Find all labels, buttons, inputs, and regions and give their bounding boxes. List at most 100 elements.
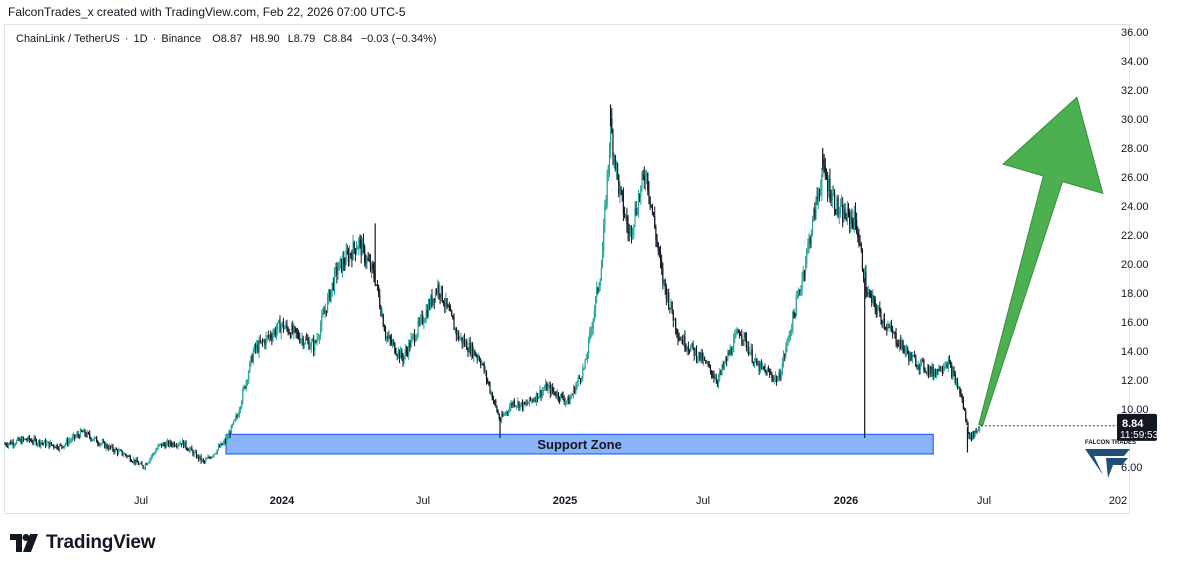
candle-body <box>253 345 256 352</box>
candle-body <box>84 429 86 435</box>
candle-body <box>19 438 21 441</box>
candle-body <box>396 354 398 356</box>
candle-body <box>353 242 355 249</box>
candle-body <box>172 442 174 446</box>
candle-body <box>199 456 201 460</box>
candle-body <box>649 196 651 205</box>
candle-body <box>114 448 116 453</box>
candle-body <box>143 467 145 469</box>
candle-body <box>966 419 968 423</box>
candle-body <box>140 462 142 464</box>
candle-body <box>521 402 524 409</box>
candle-body <box>709 365 712 371</box>
candle-body <box>670 301 672 308</box>
candle-body <box>832 192 835 194</box>
candle-body <box>908 353 910 361</box>
candle-body <box>402 357 404 362</box>
candle-body <box>190 447 192 450</box>
candle-body <box>366 258 368 263</box>
candle-body <box>442 301 445 305</box>
candle-body <box>277 322 279 330</box>
tradingview-brand-text: TradingView <box>46 532 156 553</box>
candle-body <box>430 295 432 308</box>
watermark-text: FALCON TRADES <box>1085 440 1136 446</box>
candle-body <box>945 364 947 367</box>
candle-body <box>767 369 770 371</box>
candle-body <box>235 416 237 420</box>
candle-body <box>611 118 613 133</box>
candle-body <box>26 440 28 442</box>
candle-body <box>447 305 449 307</box>
candle-body <box>869 293 872 295</box>
candle-body <box>11 442 13 445</box>
candle-body <box>604 205 606 225</box>
candle-body <box>224 440 227 443</box>
candle-body <box>686 347 688 350</box>
candle-body <box>840 204 843 206</box>
candle-body <box>620 187 622 191</box>
candle-body <box>833 192 836 210</box>
chart-legend: ChainLink / TetherUS · 1D · Binance O8.8… <box>16 33 439 45</box>
candle-body <box>152 453 155 455</box>
candle-body <box>657 242 659 250</box>
candle-body <box>704 357 706 361</box>
candle-body <box>977 429 980 431</box>
candle-body <box>699 351 701 360</box>
candle-body <box>336 267 338 276</box>
candle-body <box>79 429 82 438</box>
candle-body <box>480 360 482 365</box>
tradingview-footer[interactable]: TradingView <box>10 530 156 556</box>
candle-body <box>883 319 886 327</box>
candle-body <box>707 362 709 365</box>
candle-body <box>589 332 591 339</box>
x-tick-label: 2025 <box>553 495 577 507</box>
candle-body <box>517 401 519 406</box>
candle-body <box>357 247 359 250</box>
candle-body <box>733 339 735 353</box>
candle-body <box>796 295 799 298</box>
candle-body <box>339 258 341 262</box>
candle-body <box>361 241 363 256</box>
candle-body <box>547 386 549 391</box>
candle-body <box>706 362 708 364</box>
candle-body <box>151 453 153 457</box>
candle-body <box>844 208 846 219</box>
candle-body <box>831 193 833 201</box>
candle-body <box>565 400 568 402</box>
candle-body <box>782 355 785 364</box>
candle-body <box>862 269 865 280</box>
candle-body <box>650 204 652 206</box>
candle-body <box>165 443 167 448</box>
candle-body <box>541 391 543 397</box>
candle-body <box>531 399 533 401</box>
candle-body <box>21 437 24 444</box>
candle-body <box>128 455 130 457</box>
candle-body <box>605 204 607 206</box>
candle-body <box>487 379 489 382</box>
candle-body <box>623 213 626 217</box>
candle-body <box>415 338 417 342</box>
candle-body <box>390 339 392 344</box>
candle-body <box>397 350 399 356</box>
candle-body <box>463 339 466 345</box>
support-zone-rect <box>225 433 934 455</box>
candle-body <box>607 165 609 173</box>
candle-body <box>911 355 913 361</box>
candle-body <box>212 455 214 457</box>
candle-body <box>695 348 698 360</box>
candle-body <box>101 441 104 444</box>
candle-body <box>816 197 818 199</box>
candle-body <box>113 450 115 453</box>
candle-body <box>272 333 274 340</box>
candle-body <box>692 343 694 348</box>
candle-body <box>723 362 725 368</box>
candle-body <box>554 391 556 396</box>
candle-body <box>323 313 325 315</box>
candle-body <box>874 300 876 309</box>
candle-body <box>713 375 715 379</box>
candle-body <box>553 390 555 392</box>
candle-body <box>926 367 928 373</box>
candle-body <box>38 440 40 444</box>
candle-body <box>944 366 946 368</box>
